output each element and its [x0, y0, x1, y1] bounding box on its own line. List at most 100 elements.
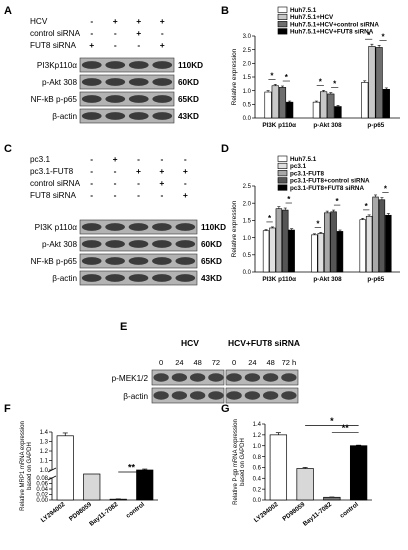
- y-tick-label: 0.02: [36, 493, 48, 499]
- protein-band: [244, 391, 261, 400]
- protein-band: [208, 391, 224, 400]
- bar: [271, 85, 279, 119]
- x-tick-label: p-Akt 308: [313, 122, 342, 129]
- x-tick-label: PI3K p110α: [262, 122, 296, 129]
- protein-band: [81, 223, 102, 231]
- significance-star: *: [330, 416, 334, 426]
- timepoint-label: 0: [232, 358, 236, 367]
- x-tick-label: p-p65: [367, 122, 384, 129]
- condition-mark: -: [184, 154, 187, 164]
- bar: [262, 230, 270, 273]
- panel-letter: F: [4, 403, 11, 415]
- x-tick-label: control: [339, 501, 360, 520]
- legend-entry: pc3.1: [290, 163, 307, 170]
- blot-strip: [79, 74, 175, 90]
- protein-band: [81, 112, 102, 120]
- band-label: p-Akt 308: [42, 78, 77, 87]
- condition-mark: -: [114, 178, 117, 188]
- legend-entry: pc3.1-FUT8+FUT8 siRNA: [290, 185, 364, 192]
- legend-swatch: [277, 162, 288, 169]
- protein-band: [81, 61, 102, 69]
- bar: [327, 93, 335, 119]
- condition-mark: -: [137, 154, 140, 164]
- y-tick-label: 0.2: [253, 487, 262, 493]
- protein-band: [105, 95, 126, 103]
- band-size-label: 110KD: [178, 61, 203, 70]
- band-size-label: 65KD: [201, 257, 222, 266]
- bar: [56, 435, 74, 501]
- protein-band: [208, 373, 224, 382]
- condition-mark: +: [136, 16, 141, 26]
- protein-band: [81, 240, 102, 248]
- timepoint-label: 48: [193, 358, 201, 367]
- x-tick-label: LY294002: [253, 501, 280, 524]
- protein-band: [105, 78, 126, 86]
- y-tick-label: 2.0: [243, 201, 252, 207]
- significance-star: *: [316, 219, 320, 228]
- significance-star: *: [336, 197, 340, 206]
- y-axis-label: Relative P-gp mRNA expression: [233, 419, 239, 505]
- y-tick-label: 1.0: [253, 444, 262, 450]
- y-tick-label: 0.00: [36, 498, 48, 504]
- band-size-label: 43KD: [201, 274, 222, 283]
- bar: [385, 214, 392, 273]
- y-axis-label-cont: based on GAPDH: [240, 438, 246, 486]
- bar: [368, 46, 376, 119]
- bar: [264, 91, 272, 119]
- legend-entry: Huh7.5.1+HCV: [290, 14, 334, 21]
- bar: [319, 91, 328, 119]
- blot-strip: [151, 369, 225, 386]
- y-tick-label: 2.5: [243, 184, 252, 190]
- bar: [336, 231, 344, 273]
- condition-mark: -: [90, 178, 93, 188]
- protein-band: [152, 112, 173, 120]
- protein-band: [175, 223, 196, 231]
- condition-mark: +: [136, 166, 141, 176]
- legend-entry: Huh7.5.1: [290, 7, 317, 14]
- protein-band: [262, 391, 279, 400]
- protein-band: [244, 373, 261, 382]
- condition-mark: +: [136, 28, 141, 38]
- condition-mark: +: [113, 16, 118, 26]
- legend-swatch: [277, 155, 288, 162]
- condition-mark: -: [137, 40, 140, 50]
- condition-mark: -: [160, 154, 163, 164]
- significance-star: *: [384, 185, 388, 194]
- significance-star: *: [367, 31, 371, 40]
- band-label: β-actin: [52, 112, 77, 121]
- protein-band: [128, 95, 149, 103]
- bar: [311, 234, 318, 273]
- timepoint-label: 0: [159, 358, 163, 367]
- significance-star: *: [285, 73, 289, 82]
- x-tick-label: Bay11-7082: [88, 501, 120, 528]
- protein-band: [226, 373, 242, 382]
- significance-star: *: [270, 71, 274, 80]
- timepoint-label: 72 h: [282, 358, 297, 367]
- panel-letter: A: [4, 5, 12, 17]
- condition-mark: -: [114, 28, 117, 38]
- significance-star: *: [381, 32, 385, 41]
- bar: [359, 219, 366, 273]
- protein-band: [152, 257, 172, 265]
- blot-panel-E: E HCV HCV+FUT8 siRNA 0 24 48 72 0 24 48 72 h p-MEK1…: [112, 321, 300, 404]
- legend-entry: pc3.1-FUT8+control siRNA: [290, 178, 370, 185]
- x-tick-label: PI3K p110α: [262, 276, 296, 283]
- significance-star: *: [319, 77, 323, 86]
- protein-band: [81, 78, 102, 86]
- band-label: p-MEK1/2: [112, 374, 149, 383]
- protein-band: [152, 274, 172, 282]
- y-tick-label: 0.6: [253, 466, 262, 472]
- bar: [317, 233, 324, 273]
- protein-band: [171, 373, 188, 382]
- blot-strip: [79, 57, 175, 73]
- protein-band: [153, 391, 169, 400]
- timepoint-label: 48: [266, 358, 274, 367]
- legend-swatch: [277, 184, 288, 191]
- bar: [269, 227, 276, 273]
- protein-band: [262, 373, 279, 382]
- protein-band: [175, 274, 196, 282]
- protein-band: [105, 112, 126, 120]
